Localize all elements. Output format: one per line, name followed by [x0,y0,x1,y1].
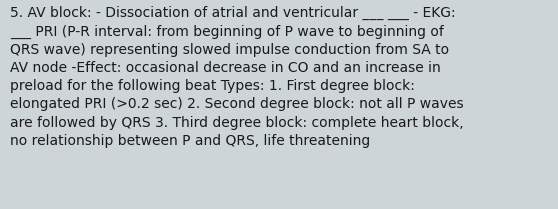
Text: 5. AV block: - Dissociation of atrial and ventricular ___ ___ - EKG:
___ PRI (P-: 5. AV block: - Dissociation of atrial an… [10,6,464,148]
